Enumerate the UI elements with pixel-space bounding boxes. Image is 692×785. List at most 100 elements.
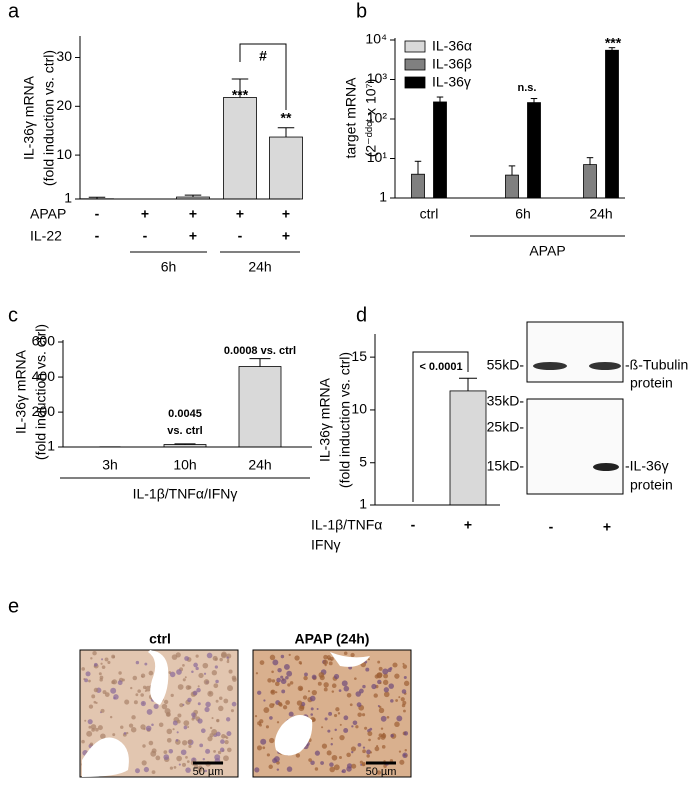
x-tick-label: 24h [248, 457, 271, 473]
cell [211, 729, 218, 735]
cell [144, 690, 147, 693]
legend-label: IL-36α [432, 38, 472, 54]
cell [100, 662, 103, 665]
cell [350, 746, 357, 752]
y-axis-label: (fold induction vs. ctrl) [41, 50, 57, 186]
cell [111, 680, 116, 685]
cell [172, 720, 178, 726]
cell [382, 668, 389, 675]
scale-label: 50 µm [366, 766, 397, 778]
cell [324, 717, 328, 721]
cell [95, 727, 99, 732]
cell [135, 768, 140, 774]
cell [148, 670, 154, 676]
cell [185, 756, 188, 759]
cell [130, 726, 137, 733]
cell [226, 731, 232, 737]
cell [168, 748, 174, 754]
cell [333, 673, 340, 680]
cell [275, 691, 278, 694]
condition-label: + [141, 206, 149, 222]
cell [339, 734, 345, 741]
cell [343, 651, 348, 656]
cell [310, 713, 314, 716]
blot-frame [526, 321, 624, 383]
cell [272, 758, 278, 764]
cell [343, 715, 349, 721]
cell [346, 752, 351, 758]
cell [120, 725, 124, 729]
cell [113, 694, 119, 700]
cell [209, 726, 213, 730]
cell [274, 681, 280, 687]
cell [131, 715, 136, 720]
cell [166, 738, 172, 743]
cell [357, 743, 362, 747]
cell [367, 731, 373, 737]
cell [126, 731, 129, 735]
panel-label: c [8, 304, 18, 326]
cell [343, 728, 349, 733]
cell [173, 766, 177, 769]
cell [365, 667, 370, 672]
image-title: ctrl [149, 631, 171, 647]
bar [433, 101, 447, 199]
y-tick-label: 10⁴ [365, 31, 387, 47]
cell [311, 674, 317, 680]
cell [145, 685, 152, 692]
condition-label: - [238, 228, 243, 244]
cell [184, 656, 190, 661]
cell [101, 665, 106, 669]
cell [394, 721, 400, 728]
cell [358, 688, 364, 694]
cell [268, 764, 273, 770]
cell [128, 723, 134, 728]
cell [177, 713, 182, 718]
cell [86, 730, 93, 737]
cell [186, 760, 190, 763]
x-tick-label: 10h [173, 457, 196, 473]
y-tick-label: 10¹ [367, 149, 388, 165]
annotation: *** [605, 35, 622, 51]
cell [107, 660, 111, 664]
cell [226, 658, 230, 661]
cell [376, 672, 383, 679]
y-axis-label: IL-36γ mRNA [13, 349, 29, 434]
cell [195, 654, 199, 658]
cell [117, 680, 123, 686]
y-axis-label: IL-36γ mRNA [317, 377, 333, 462]
cell [288, 653, 291, 657]
cell [295, 753, 301, 758]
cell [380, 727, 384, 730]
panel-label: d [356, 304, 367, 326]
cell [195, 666, 199, 671]
cell [118, 671, 122, 675]
cell [216, 719, 219, 722]
cell [92, 650, 97, 656]
cell [388, 683, 394, 689]
cell [403, 731, 409, 736]
cell [205, 748, 211, 754]
cell [224, 740, 229, 745]
cell [110, 687, 117, 694]
cell [206, 652, 213, 659]
cell [98, 672, 102, 676]
legend-label: IL-36γ [432, 74, 471, 90]
cell [90, 724, 97, 730]
y-axis-label: IL-36γ mRNA [21, 75, 37, 160]
blot-band [589, 362, 621, 370]
cell [399, 759, 405, 765]
cell [172, 728, 175, 731]
cell [163, 754, 170, 760]
x-tick-label: 6h [515, 206, 531, 222]
condition-name: APAP [30, 206, 66, 222]
marker-label: 55kD- [487, 357, 525, 373]
cell [296, 700, 303, 706]
cell [192, 690, 198, 696]
cell [390, 699, 394, 703]
blot-band [533, 362, 567, 370]
cell [89, 742, 94, 746]
annotation: 0.0045 [168, 408, 202, 420]
condition-label: + [464, 517, 472, 533]
